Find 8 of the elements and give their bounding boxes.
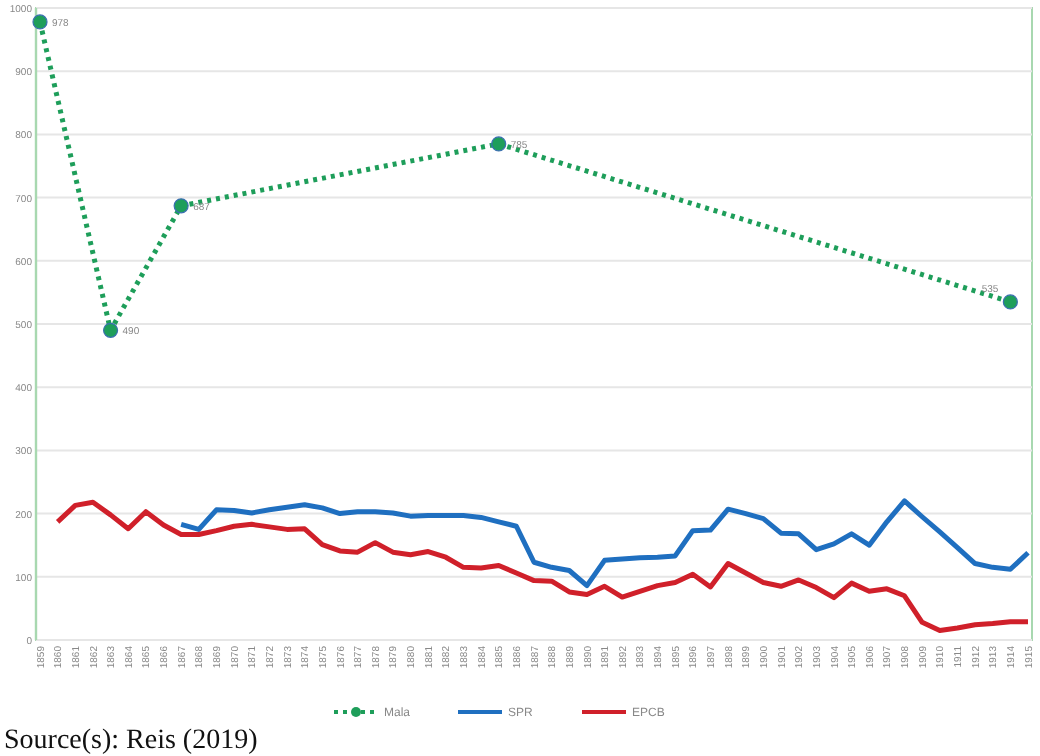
point	[32, 14, 48, 30]
line-series	[55, 499, 1031, 634]
source-note: Source(s): Reis (2019)	[4, 726, 259, 756]
point	[173, 198, 189, 214]
line-series	[178, 498, 1031, 589]
point	[491, 136, 507, 152]
point	[1002, 294, 1018, 310]
point	[102, 322, 119, 338]
